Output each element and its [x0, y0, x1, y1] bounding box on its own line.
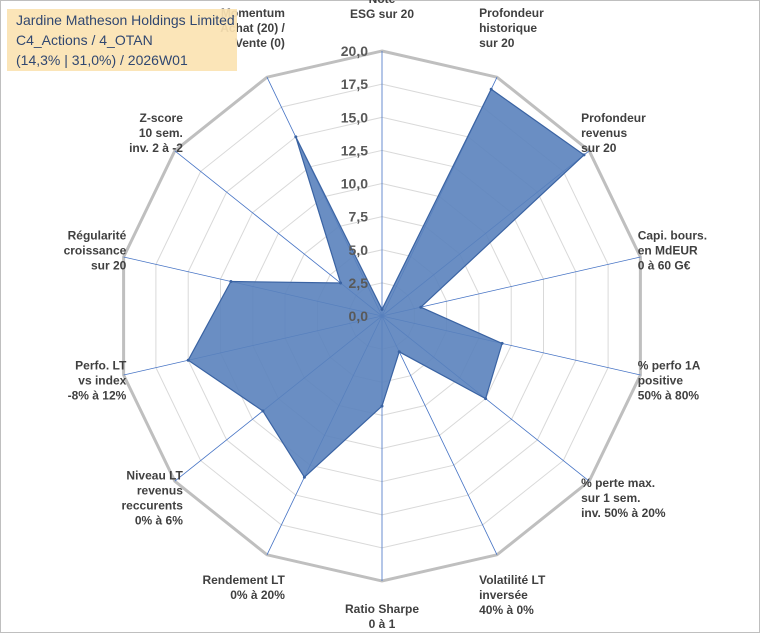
axis-label: Volatilité LT inversée 40% à 0%: [479, 573, 546, 617]
title-box: Jardine Matheson Holdings Limited C4_Act…: [7, 9, 237, 71]
data-point: [419, 305, 423, 309]
data-point: [397, 350, 401, 354]
data-point: [186, 358, 190, 362]
data-point: [500, 341, 504, 345]
data-point: [582, 153, 586, 157]
tick-label: 10,0: [341, 176, 368, 192]
tick-label: 0,0: [349, 308, 369, 324]
data-point: [229, 280, 233, 283]
axis-label: % perfo 1A positive 50% à 80%: [638, 359, 701, 403]
data-point: [261, 409, 265, 413]
axis-label: Perfo. LT vs index -8% à 12%: [68, 359, 127, 403]
axis-label: Profondeur historique sur 20: [479, 6, 544, 50]
data-point: [489, 87, 493, 91]
axis-label: Niveau LT revenus reccurents 0% à 6%: [122, 469, 184, 528]
chart-title-category: C4_Actions / 4_OTAN: [16, 32, 153, 48]
chart-title-period: (14,3% | 31,0%) / 2026W01: [16, 52, 188, 68]
axis-label: % perte max. sur 1 sem. inv. 50% à 20%: [581, 476, 666, 520]
axis-label: Rendement LT 0% à 20%: [202, 573, 285, 602]
axis-label: Profondeur revenus sur 20: [581, 111, 646, 155]
data-point: [302, 475, 306, 479]
axis-spoke: [381, 315, 498, 555]
chart-title-company: Jardine Matheson Holdings Limited: [16, 12, 235, 28]
data-point: [339, 281, 343, 285]
axis-label: Z-score 10 sem. inv. 2 à -2: [129, 111, 183, 155]
data-point: [380, 404, 384, 408]
tick-label: 12,5: [341, 142, 368, 158]
axis-label: Ratio Sharpe 0 à 1: [345, 602, 419, 631]
tick-label: 5,0: [349, 242, 369, 258]
tick-label: 15,0: [341, 109, 368, 125]
tick-label: 7,5: [349, 209, 369, 225]
axis-label: Régularité croissance sur 20: [64, 228, 127, 272]
data-point: [294, 135, 298, 139]
tick-label: 20,0: [341, 43, 368, 59]
tick-label: 2,5: [349, 275, 369, 291]
axis-label: Capi. bours. en MdEUR 0 à 60 G€: [638, 228, 707, 272]
data-point: [484, 397, 488, 401]
axis-label: NoteESG sur 20: [350, 0, 414, 21]
axis-spoke: [381, 256, 641, 317]
tick-label: 17,5: [341, 76, 368, 92]
data-point: [380, 307, 384, 311]
